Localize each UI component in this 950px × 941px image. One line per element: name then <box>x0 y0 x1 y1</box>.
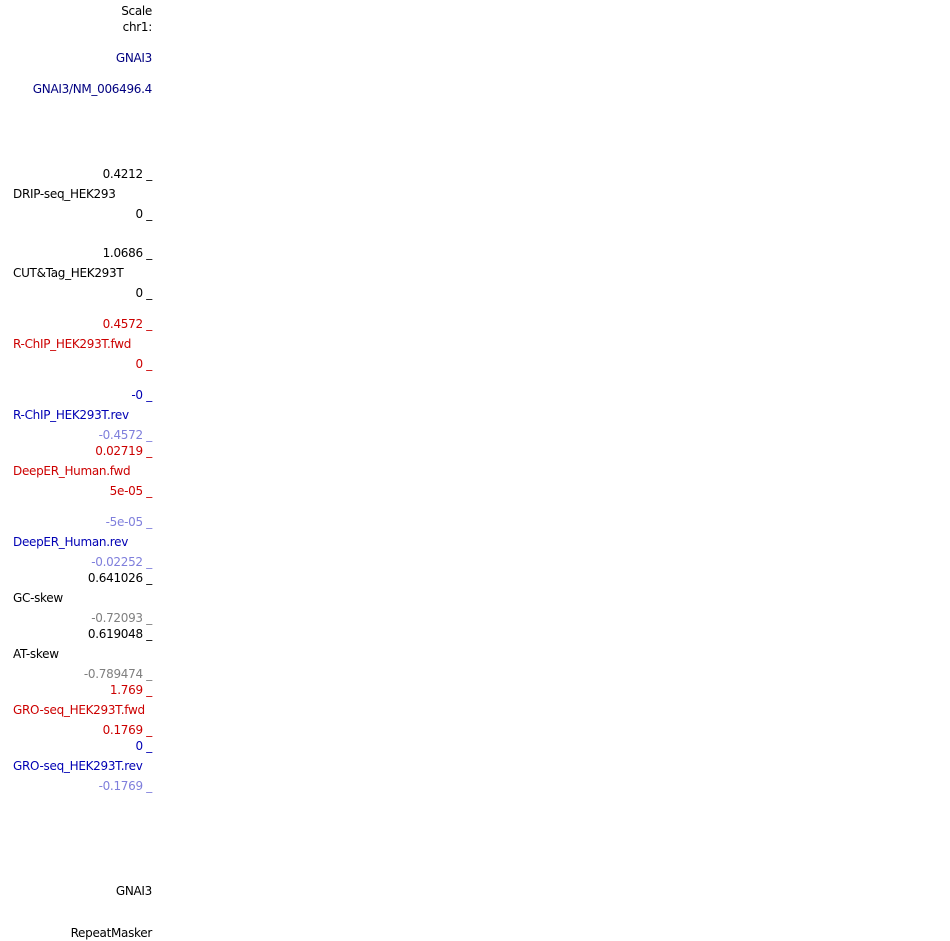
repeatmasker-label[interactable]: RepeatMasker <box>70 926 153 940</box>
deeper-fwd-min-value: 5e-05 _ <box>109 484 153 498</box>
rchip-fwd-min-value: 0 _ <box>135 357 152 371</box>
gro-fwd-track-name[interactable]: GRO-seq_HEK293T.fwd <box>13 703 145 717</box>
drip-max-value: 0.4212 _ <box>102 167 153 181</box>
gc-skew-max-value: 0.641026 _ <box>87 571 152 585</box>
rchip-fwd-max-value: 0.4572 _ <box>102 317 153 331</box>
gro-fwd-max-value: 1.769 _ <box>109 683 152 697</box>
gro-rev-max-value: 0 _ <box>135 739 152 753</box>
gc-skew-track-name[interactable]: GC-skew <box>13 591 63 605</box>
rchip-rev-max-value: -0 _ <box>131 388 152 402</box>
gro-rev-min-value: -0.1769 _ <box>98 779 153 793</box>
cuttag-max-value: 1.0686 _ <box>102 246 153 260</box>
rchip-rev-min-value: -0.4572 _ <box>98 428 153 442</box>
cuttag-track-name[interactable]: CUT&Tag_HEK293T <box>13 266 124 280</box>
chromosome-label: chr1: <box>122 20 153 34</box>
rchip-fwd-track-name[interactable]: R-ChIP_HEK293T.fwd <box>13 337 132 351</box>
drip-track-name[interactable]: DRIP-seq_HEK293 <box>13 187 116 201</box>
gro-fwd-min-value: 0.1769 _ <box>102 723 153 737</box>
transcript-label[interactable]: GNAI3/NM_006496.4 <box>32 82 153 96</box>
at-skew-min-value: -0.789474 _ <box>83 667 152 681</box>
at-skew-max-value: 0.619048 _ <box>87 627 152 641</box>
track-display-area[interactable] <box>160 0 950 941</box>
gro-rev-track-name[interactable]: GRO-seq_HEK293T.rev <box>13 759 143 773</box>
deeper-rev-min-value: -0.02252 _ <box>91 555 152 569</box>
deeper-fwd-track-name[interactable]: DeepER_Human.fwd <box>13 464 131 478</box>
drip-min-value: 0 _ <box>135 207 152 221</box>
cuttag-min-value: 0 _ <box>135 286 152 300</box>
at-skew-track-name[interactable]: AT-skew <box>13 647 59 661</box>
gc-skew-min-value: -0.72093 _ <box>91 611 152 625</box>
gene-track-label[interactable]: GNAI3 <box>115 51 152 65</box>
deeper-rev-track-name[interactable]: DeepER_Human.rev <box>13 535 128 549</box>
scale-label: Scale <box>121 4 152 18</box>
deeper-rev-max-value: -5e-05 _ <box>105 515 153 529</box>
gene-bottom-label[interactable]: GNAI3 <box>115 884 152 898</box>
rchip-rev-track-name[interactable]: R-ChIP_HEK293T.rev <box>13 408 129 422</box>
deeper-fwd-max-value: 0.02719 _ <box>95 444 152 458</box>
